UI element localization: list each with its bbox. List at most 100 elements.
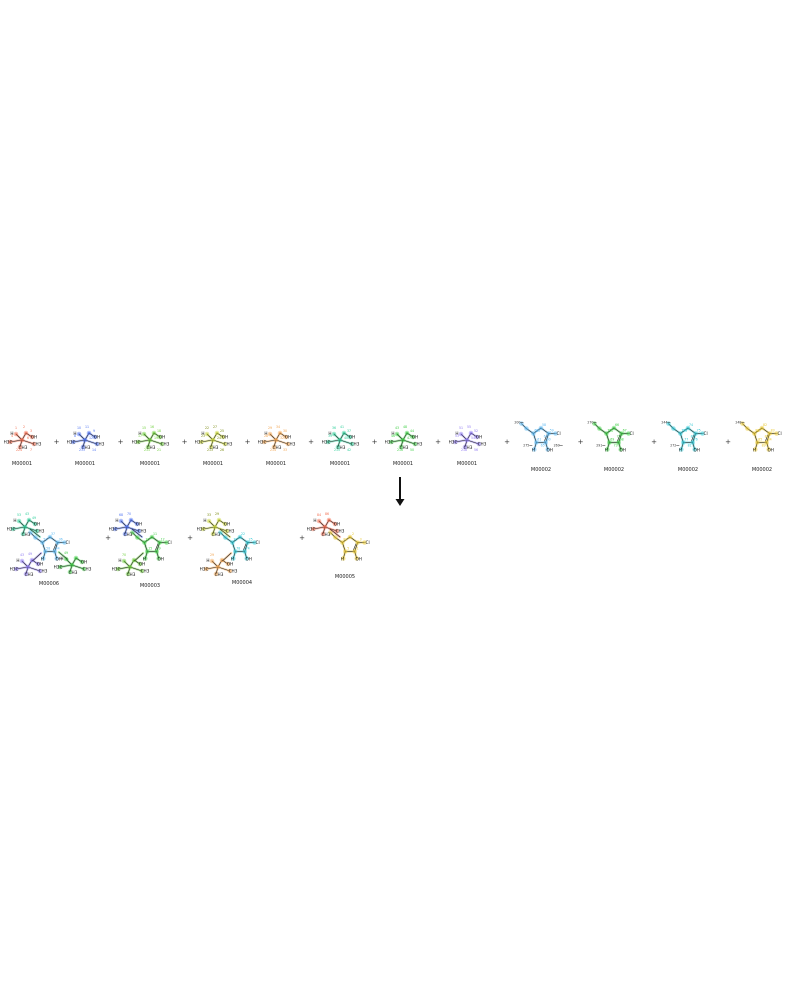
atom-methyl: CH3 [414, 442, 423, 447]
bond [681, 442, 684, 450]
molecule-label: M00001 [266, 461, 286, 467]
atom-cl: Cl [557, 431, 561, 436]
molecule-label: M00006 [39, 581, 59, 587]
atom-index: 53 [455, 434, 459, 438]
atom-highlight [10, 526, 16, 532]
bond [211, 560, 219, 568]
atom-highlight [25, 564, 31, 570]
atom-methyl: H3C [195, 440, 204, 445]
bond [54, 542, 58, 552]
bond [400, 439, 404, 448]
atom-index: 9 [159, 546, 161, 550]
bond [534, 442, 537, 450]
bond [126, 526, 140, 532]
molecule-label: M00005 [335, 574, 355, 580]
atom-highlight [273, 437, 279, 443]
atom-oh: OH [349, 435, 355, 440]
bond [244, 551, 247, 559]
bond [15, 433, 23, 441]
bond [129, 566, 143, 572]
atom-highlight [218, 530, 223, 535]
bond [71, 557, 77, 566]
bond [766, 442, 769, 450]
bond [156, 551, 159, 559]
atom-index: 88 [765, 435, 769, 439]
bond [390, 439, 404, 443]
bond [42, 536, 51, 543]
atom-highlight [604, 431, 609, 436]
atom-index: 211 [144, 448, 150, 452]
atom-highlight [458, 431, 464, 437]
bond [616, 434, 621, 442]
plus-sign: + [187, 534, 193, 542]
bond [673, 428, 681, 434]
atom-h: H [138, 431, 141, 436]
bond [143, 433, 151, 441]
atom-methyl: CH3 [127, 572, 136, 577]
bond [406, 432, 414, 438]
bond [680, 427, 689, 434]
bond [12, 526, 26, 530]
atom-highlight [40, 540, 45, 545]
atom-index: 15 [142, 426, 146, 430]
atom-index: 30 [283, 429, 287, 433]
atom-methyl: CH3 [25, 572, 34, 577]
bond [764, 434, 769, 442]
bond [747, 428, 755, 434]
atom-cl: Cl [630, 431, 634, 436]
atom-highlight [127, 564, 133, 570]
atom-highlight [334, 528, 340, 534]
atom-highlight [462, 444, 468, 450]
bond [343, 551, 346, 559]
atom-highlight [752, 447, 758, 452]
atom-highlight [553, 431, 558, 436]
bond [42, 542, 46, 552]
atom-highlight [362, 540, 367, 545]
bond [88, 432, 96, 438]
bond [352, 543, 357, 551]
attachment-tag: 269 [554, 443, 560, 447]
atom-index: 58 [46, 546, 50, 550]
atom-highlight [524, 426, 529, 431]
attachment-tag: 272 [670, 443, 676, 447]
atom-index: 6 [27, 436, 29, 440]
atom-highlight [310, 526, 316, 532]
atom-oh: OH [546, 447, 552, 452]
bond [49, 536, 58, 543]
plus-sign: + [308, 438, 314, 446]
bond [312, 526, 326, 530]
atom-index: 86 [325, 512, 329, 516]
atom-highlight [208, 444, 214, 450]
atom-methyl: CH3 [39, 569, 48, 574]
bond [337, 439, 341, 448]
atom-index: 58 [542, 423, 546, 427]
atom-methyl: H3C [54, 565, 63, 570]
bond [464, 439, 468, 448]
atom-highlight [333, 535, 338, 540]
atom-h: H [201, 431, 204, 436]
bond [129, 559, 135, 568]
attachment-tag: 244 [661, 421, 667, 425]
bond [225, 537, 233, 543]
atom-index: 8 [74, 434, 76, 438]
atom-index: 86 [755, 429, 759, 433]
atom-index: 30 [233, 538, 237, 542]
atom-highlight [115, 566, 121, 572]
atom-index: 49 [28, 552, 32, 556]
atom-highlight [86, 430, 92, 436]
bond [354, 542, 358, 552]
bond [339, 432, 345, 441]
atom-index: 26 [220, 448, 224, 452]
molecule-label: M00002 [604, 467, 624, 473]
atom-index: 54 [471, 436, 475, 440]
attachment-tag: 200 [514, 421, 520, 425]
molecule-label: M00001 [457, 461, 477, 467]
atom-index: 29 [215, 512, 219, 516]
atom-highlight [227, 568, 233, 574]
tbutanol-structure: H OH H3C CH3 CH3 33 29 [197, 512, 235, 537]
atom-highlight [531, 447, 537, 452]
bond [263, 439, 277, 443]
